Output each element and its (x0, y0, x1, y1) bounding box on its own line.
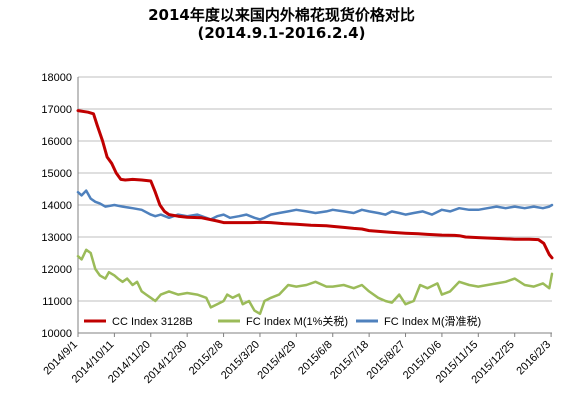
chart-subtitle: (2014.9.1-2016.2.4) (197, 24, 366, 42)
x-tick-label: 2015/8/27 (365, 339, 408, 382)
y-tick-label: 10000 (41, 328, 72, 340)
x-tick-label: 2015/3/20 (219, 339, 262, 382)
y-tick-label: 14000 (41, 200, 72, 212)
legend: CC Index 3128B FC Index M(1%关税) FC Index M… (84, 314, 481, 328)
gridlines (78, 76, 552, 334)
series-line-1 (76, 248, 554, 316)
y-tick-label: 16000 (41, 136, 72, 148)
legend-label: FC Index M(1%关税) (246, 314, 348, 328)
chart-title: 2014年度以来国内外棉花现货价格对比 (148, 6, 415, 24)
series-line-0 (76, 109, 554, 260)
y-tick-label: 12000 (41, 264, 72, 276)
series-lines (76, 109, 554, 316)
x-tick-label: 2015/4/29 (255, 339, 298, 382)
axes: 10000 11000 12000 13000 14000 15000 16000 17000… (41, 72, 553, 386)
y-tick-label: 18000 (41, 72, 72, 84)
series-line-2 (76, 189, 554, 221)
legend-label: FC Index M(滑准税) (384, 314, 481, 328)
legend-label: CC Index 3128B (112, 316, 193, 328)
y-tick-label: 15000 (41, 168, 72, 180)
y-tick-label: 17000 (41, 104, 72, 116)
y-tick-label: 11000 (42, 296, 72, 308)
x-tick-label: 2015/7/18 (328, 339, 371, 382)
y-tick-label: 13000 (41, 232, 72, 244)
x-tick-label: 2016/2/3 (514, 339, 553, 378)
